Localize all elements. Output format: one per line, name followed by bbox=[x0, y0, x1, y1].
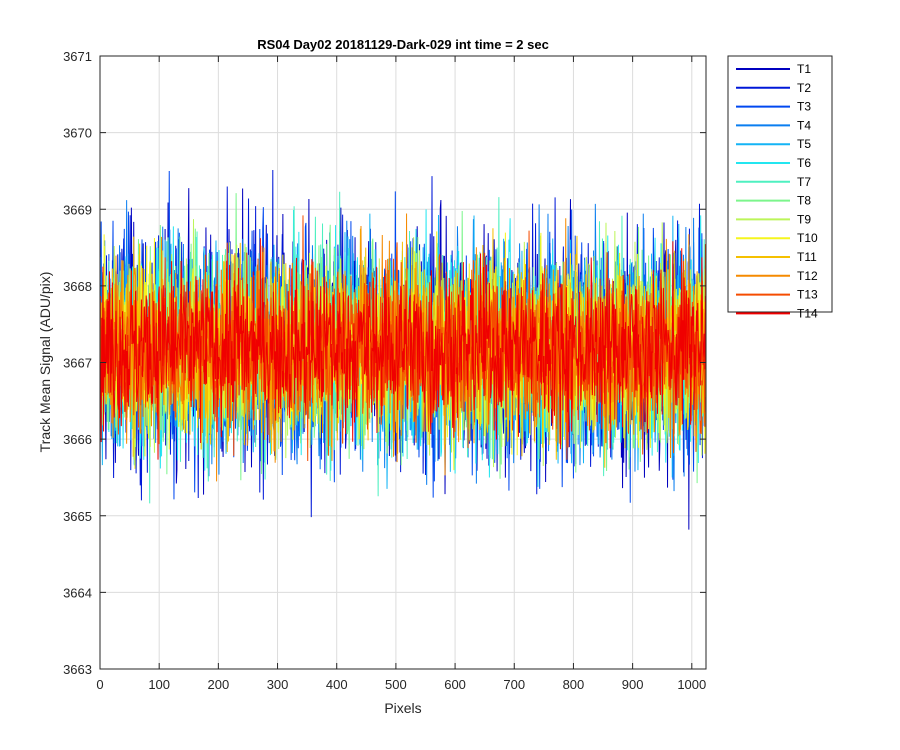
y-tick-label: 3669 bbox=[63, 202, 92, 217]
legend-box bbox=[727, 55, 833, 313]
legend-label-t5: T5 bbox=[797, 137, 811, 151]
x-tick-label: 900 bbox=[622, 677, 644, 692]
x-tick-label: 500 bbox=[385, 677, 407, 692]
legend-label-t6: T6 bbox=[797, 156, 811, 170]
legend-label-t1: T1 bbox=[797, 62, 811, 76]
legend-label-t14: T14 bbox=[797, 306, 818, 320]
x-tick-label: 600 bbox=[444, 677, 466, 692]
legend: T1 T2 T3 T4 T5 T6 T7 T8 T9 T10 T11 T12 T13 T14 bbox=[727, 55, 833, 320]
ticks: 0 100 200 300 400 500 600 700 800 900 1000 3663 3664… bbox=[63, 49, 706, 692]
x-tick-label: 400 bbox=[326, 677, 348, 692]
legend-label-t12: T12 bbox=[797, 269, 818, 283]
legend-label-t4: T4 bbox=[797, 118, 811, 132]
y-tick-label: 3666 bbox=[63, 432, 92, 447]
x-tick-label: 800 bbox=[563, 677, 585, 692]
legend-label-t2: T2 bbox=[797, 81, 811, 95]
y-tick-label: 3667 bbox=[63, 356, 92, 371]
legend-label-t9: T9 bbox=[797, 212, 811, 226]
legend-label-t3: T3 bbox=[797, 100, 811, 114]
legend-label-t10: T10 bbox=[797, 231, 818, 245]
x-tick-label: 300 bbox=[267, 677, 289, 692]
x-axis-label: Pixels bbox=[384, 700, 421, 716]
x-tick-label: 100 bbox=[148, 677, 170, 692]
y-tick-label: 3663 bbox=[63, 662, 92, 677]
y-tick-label: 3664 bbox=[63, 585, 92, 600]
y-tick-label: 3668 bbox=[63, 279, 92, 294]
x-tick-label: 700 bbox=[503, 677, 525, 692]
y-tick-label: 3670 bbox=[63, 126, 92, 141]
x-tick-label: 0 bbox=[96, 677, 103, 692]
x-tick-label: 1000 bbox=[677, 677, 706, 692]
y-tick-label: 3665 bbox=[63, 509, 92, 524]
series-group bbox=[100, 169, 706, 530]
legend-label-t7: T7 bbox=[797, 175, 811, 189]
x-tick-label: 200 bbox=[208, 677, 230, 692]
y-axis-label: Track Mean Signal (ADU/pix) bbox=[37, 272, 53, 453]
legend-label-t11: T11 bbox=[797, 250, 817, 264]
legend-label-t13: T13 bbox=[797, 288, 818, 302]
series-line-t14 bbox=[100, 238, 706, 460]
y-tick-label: 3671 bbox=[63, 49, 92, 64]
legend-label-t8: T8 bbox=[797, 194, 811, 208]
chart-title: RS04 Day02 20181129-Dark-029 int time = … bbox=[257, 37, 549, 52]
